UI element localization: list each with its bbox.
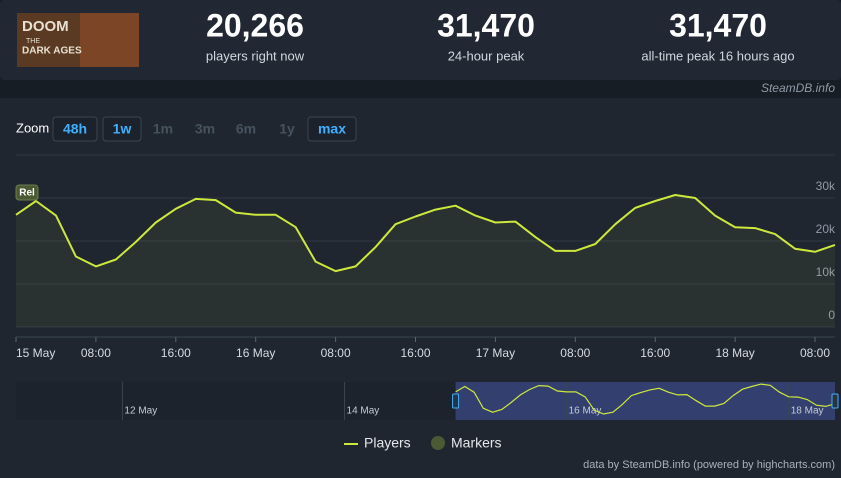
navigator-line (455, 383, 836, 415)
area (16, 195, 835, 327)
credit: SteamDB.info (761, 81, 835, 95)
x-tick-label: 16:00 (161, 346, 191, 360)
y-tick-label: 20k (816, 222, 836, 236)
y-tick-label: 30k (816, 179, 836, 193)
zoom-option: 1y (279, 121, 295, 137)
navigator-handle[interactable] (831, 393, 839, 409)
navigator-selection[interactable] (455, 382, 835, 420)
x-tick-label: 08:00 (800, 346, 830, 360)
x-tick-label: 08:00 (81, 346, 111, 360)
navigator-label: 18 May (791, 406, 824, 417)
zoom-option[interactable]: 1w (113, 121, 132, 137)
x-tick-label: 16:00 (400, 346, 430, 360)
marker-text[interactable]: Rel (19, 188, 35, 199)
zoom-option[interactable]: max (318, 121, 346, 137)
x-tick-label: 08:00 (560, 346, 590, 360)
x-tick-label: 17 May (476, 346, 515, 360)
navigator-handle[interactable] (452, 393, 460, 409)
stat-value: 31,470 (669, 7, 767, 43)
stat-label: players right now (206, 48, 305, 63)
zoom-label: Zoom (16, 120, 49, 135)
zoom-option: 1m (153, 121, 173, 137)
navigator-label: 14 May (347, 406, 380, 417)
x-tick-label: 15 May (16, 346, 55, 360)
legend-label[interactable]: Players (364, 435, 411, 451)
zoom-option: 3m (195, 121, 215, 137)
marker-flag[interactable] (15, 184, 39, 201)
stat-label: 24-hour peak (448, 48, 525, 63)
navigator-label: 12 May (124, 406, 157, 417)
x-tick-label: 16:00 (640, 346, 670, 360)
zoom-option[interactable]: 48h (63, 121, 87, 137)
x-tick-label: 16 May (236, 346, 275, 360)
stat-value: 20,266 (206, 7, 304, 43)
y-tick-label: 10k (816, 265, 836, 279)
footer: data by SteamDB.info (powered by highcha… (583, 459, 835, 471)
logo-text: DARK AGES (22, 46, 82, 57)
legend-swatch[interactable] (431, 436, 445, 450)
zoom-button[interactable] (307, 116, 357, 142)
header-panel (0, 0, 841, 80)
zoom-button[interactable] (52, 116, 98, 142)
stat-label: all-time peak 16 hours ago (641, 48, 794, 63)
line (15, 194, 836, 273)
navigator-label: 16 May (569, 406, 602, 417)
game-logo-art (80, 13, 139, 67)
y-tick-label: 0 (828, 308, 835, 322)
zoom-option: 6m (236, 121, 256, 137)
logo-text: THE (26, 38, 40, 45)
x-tick-label: 18 May (715, 346, 754, 360)
x-tick-label: 08:00 (321, 346, 351, 360)
zoom-button[interactable] (102, 116, 142, 142)
logo-text: DOOM (22, 18, 69, 35)
stat-value: 31,470 (437, 7, 535, 43)
legend-label[interactable]: Markers (451, 435, 502, 451)
